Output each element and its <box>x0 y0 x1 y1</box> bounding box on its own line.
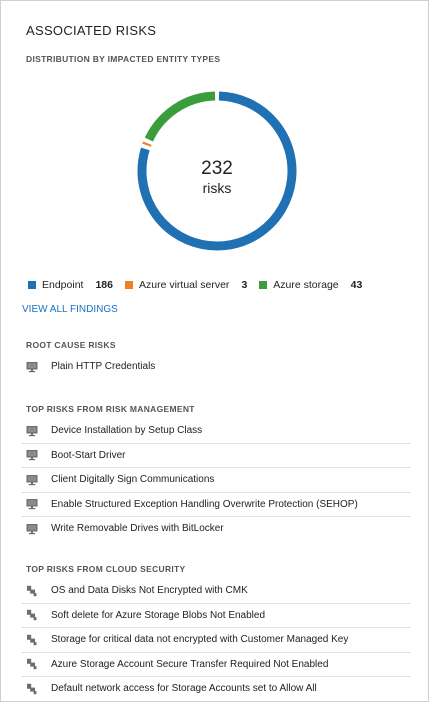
legend-swatch-azure-virtual-server <box>124 281 133 289</box>
monitor-icon <box>26 474 38 486</box>
view-all-findings-link[interactable]: VIEW ALL FINDINGS <box>22 304 118 315</box>
monitor-icon <box>26 425 38 437</box>
legend-label-endpoint: Endpoint <box>42 279 84 291</box>
legend: Endpoint 186 Azure virtual server 3 Azur… <box>28 279 374 291</box>
monitor-icon <box>26 523 38 535</box>
cloud-resource-icon <box>26 634 38 646</box>
donut-total: 232 <box>201 158 233 179</box>
cloud-resource-icon <box>26 585 38 597</box>
donut-unit: risks <box>202 180 232 196</box>
legend-value-azure-virtual-server: 3 <box>241 279 248 291</box>
cloud-risk-item-label: Soft delete for Azure Storage Blobs Not … <box>51 609 266 621</box>
root-cause-label: ROOT CAUSE RISKS <box>26 340 116 350</box>
cloud-risk-item[interactable]: Storage for critical data not encrypted … <box>21 628 411 653</box>
risk-management-list: Device Installation by Setup Class Boot-… <box>21 419 411 541</box>
legend-label-azure-virtual-server: Azure virtual server <box>138 279 230 291</box>
risk-item[interactable]: Client Digitally Sign Communications <box>21 468 411 493</box>
risk-item-label: Enable Structured Exception Handling Ove… <box>51 498 358 510</box>
root-cause-item-label: Plain HTTP Credentials <box>51 361 156 373</box>
monitor-icon <box>26 498 38 510</box>
legend-swatch-azure-storage <box>259 281 268 289</box>
legend-value-azure-storage: 43 <box>350 279 363 291</box>
monitor-icon <box>26 361 38 373</box>
risk-donut-chart <box>135 89 299 253</box>
cloud-risk-item[interactable]: OS and Data Disks Not Encrypted with CMK <box>21 579 411 604</box>
risk-item-label: Device Installation by Setup Class <box>51 425 203 437</box>
cloud-resource-icon <box>26 683 38 695</box>
legend-label-azure-storage: Azure storage <box>273 279 339 291</box>
risk-item-label: Boot-Start Driver <box>51 449 126 461</box>
donut-segment-endpoint[interactable] <box>137 91 297 251</box>
donut-segment-azure-virtual-server[interactable] <box>142 141 152 147</box>
cloud-risk-item[interactable]: Azure Storage Account Secure Transfer Re… <box>21 653 411 677</box>
cloud-risk-item-label: Azure Storage Account Secure Transfer Re… <box>51 658 329 670</box>
monitor-icon <box>26 449 38 461</box>
legend-swatch-endpoint <box>28 281 36 289</box>
panel-title: ASSOCIATED RISKS <box>26 23 157 38</box>
risk-item[interactable]: Enable Structured Exception Handling Ove… <box>21 493 411 517</box>
cloud-risk-item-label: OS and Data Disks Not Encrypted with CMK <box>51 585 248 597</box>
cloud-security-list: OS and Data Disks Not Encrypted with CMK… <box>21 579 411 701</box>
risk-item[interactable]: Write Removable Drives with BitLocker <box>21 517 411 541</box>
risk-item[interactable]: Device Installation by Setup Class <box>21 419 411 444</box>
legend-value-endpoint: 186 <box>95 279 113 291</box>
risk-item-label: Client Digitally Sign Communications <box>51 474 215 486</box>
cloud-risk-item-label: Storage for critical data not encrypted … <box>51 634 349 646</box>
cloud-risk-item-label: Default network access for Storage Accou… <box>51 683 317 695</box>
cloud-resource-icon <box>26 609 38 621</box>
root-cause-list: Plain HTTP Credentials <box>21 355 411 379</box>
distribution-label: DISTRIBUTION BY IMPACTED ENTITY TYPES <box>26 54 221 64</box>
risk-item-label: Write Removable Drives with BitLocker <box>51 523 224 535</box>
risk-item[interactable]: Boot-Start Driver <box>21 444 411 468</box>
cloud-risk-item[interactable]: Default network access for Storage Accou… <box>21 677 411 701</box>
risk-management-label: TOP RISKS FROM RISK MANAGEMENT <box>26 404 195 414</box>
root-cause-item[interactable]: Plain HTTP Credentials <box>21 355 411 379</box>
donut-svg <box>137 91 297 251</box>
donut-segment-azure-storage[interactable] <box>144 91 216 142</box>
donut-center: 232 risks <box>135 159 299 197</box>
cloud-risk-item[interactable]: Soft delete for Azure Storage Blobs Not … <box>21 604 411 628</box>
cloud-resource-icon <box>26 658 38 670</box>
cloud-security-label: TOP RISKS FROM CLOUD SECURITY <box>26 564 186 574</box>
